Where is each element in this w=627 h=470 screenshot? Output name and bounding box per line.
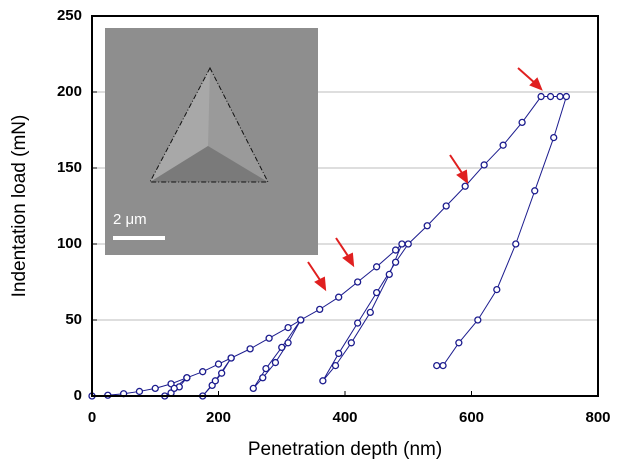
scale-bar bbox=[113, 236, 165, 240]
data-point bbox=[335, 293, 343, 301]
data-point bbox=[331, 361, 340, 370]
data-point bbox=[335, 349, 343, 358]
data-point bbox=[404, 240, 412, 248]
data-point bbox=[353, 319, 362, 327]
data-point bbox=[218, 369, 226, 377]
indent-outline bbox=[149, 66, 269, 183]
y-tick-label: 100 bbox=[57, 235, 82, 252]
data-point bbox=[391, 246, 400, 254]
data-point bbox=[265, 334, 273, 342]
data-point bbox=[284, 323, 292, 332]
data-point bbox=[385, 270, 393, 279]
data-point bbox=[170, 384, 178, 393]
x-axis-title: Penetration depth (nm) bbox=[248, 439, 442, 460]
data-point bbox=[439, 361, 447, 370]
data-point bbox=[199, 368, 207, 376]
arrow-head bbox=[342, 252, 355, 268]
data-point bbox=[562, 92, 571, 101]
plot bbox=[88, 92, 571, 400]
arrows bbox=[307, 67, 543, 292]
data-point bbox=[366, 308, 374, 317]
data-point bbox=[372, 288, 381, 297]
data-point bbox=[518, 118, 526, 127]
data-point bbox=[480, 161, 488, 169]
data-point bbox=[461, 182, 469, 190]
data-point bbox=[135, 387, 144, 396]
y-axis-title: Indentation load (mN) bbox=[9, 115, 30, 298]
y-tick-label: 50 bbox=[65, 311, 82, 328]
data-point bbox=[316, 305, 324, 314]
x-tick-label: 200 bbox=[206, 409, 231, 426]
data-point bbox=[499, 141, 507, 149]
data-point bbox=[372, 263, 381, 271]
x-tick-label: 800 bbox=[585, 409, 610, 426]
data-point bbox=[211, 377, 219, 385]
data-point bbox=[353, 278, 362, 286]
data-point bbox=[227, 354, 235, 362]
y-tick-label: 200 bbox=[57, 83, 82, 100]
data-point bbox=[531, 187, 539, 195]
arrow-head bbox=[314, 276, 327, 292]
data-point bbox=[262, 364, 270, 373]
x-tick-label: 400 bbox=[332, 409, 357, 426]
data-point bbox=[347, 339, 355, 347]
data-point bbox=[246, 345, 254, 353]
data-point bbox=[214, 360, 223, 368]
inset-image: 2 μm bbox=[105, 28, 318, 255]
data-point bbox=[398, 240, 406, 248]
data-point bbox=[297, 316, 305, 324]
data-point bbox=[512, 240, 520, 248]
data-point bbox=[474, 316, 482, 324]
arrow bbox=[517, 67, 537, 85]
arrow-head bbox=[456, 169, 469, 185]
data-point bbox=[423, 222, 431, 230]
data-point bbox=[278, 343, 286, 352]
x-tick-label: 0 bbox=[88, 409, 96, 426]
data-point bbox=[493, 285, 501, 294]
data-point bbox=[433, 361, 441, 370]
data-point bbox=[249, 384, 257, 393]
data-point bbox=[319, 377, 327, 385]
data-point bbox=[442, 202, 450, 210]
data-point bbox=[284, 339, 292, 347]
data-point bbox=[259, 374, 267, 382]
data-point bbox=[455, 339, 463, 347]
arrow-head bbox=[529, 77, 543, 91]
data-point bbox=[271, 358, 280, 367]
data-point bbox=[537, 92, 545, 101]
indent-face bbox=[150, 146, 268, 182]
data-point bbox=[550, 133, 558, 142]
x-tick-label: 600 bbox=[459, 409, 484, 426]
y-tick-label: 0 bbox=[74, 387, 82, 404]
data-point bbox=[391, 258, 400, 266]
data-point bbox=[546, 92, 555, 101]
y-tick-label: 250 bbox=[57, 7, 82, 24]
data-point bbox=[151, 384, 159, 393]
y-tick-label: 150 bbox=[57, 159, 82, 176]
data-point bbox=[556, 92, 564, 101]
data-point bbox=[183, 374, 191, 382]
scale-label: 2 μm bbox=[113, 211, 147, 228]
